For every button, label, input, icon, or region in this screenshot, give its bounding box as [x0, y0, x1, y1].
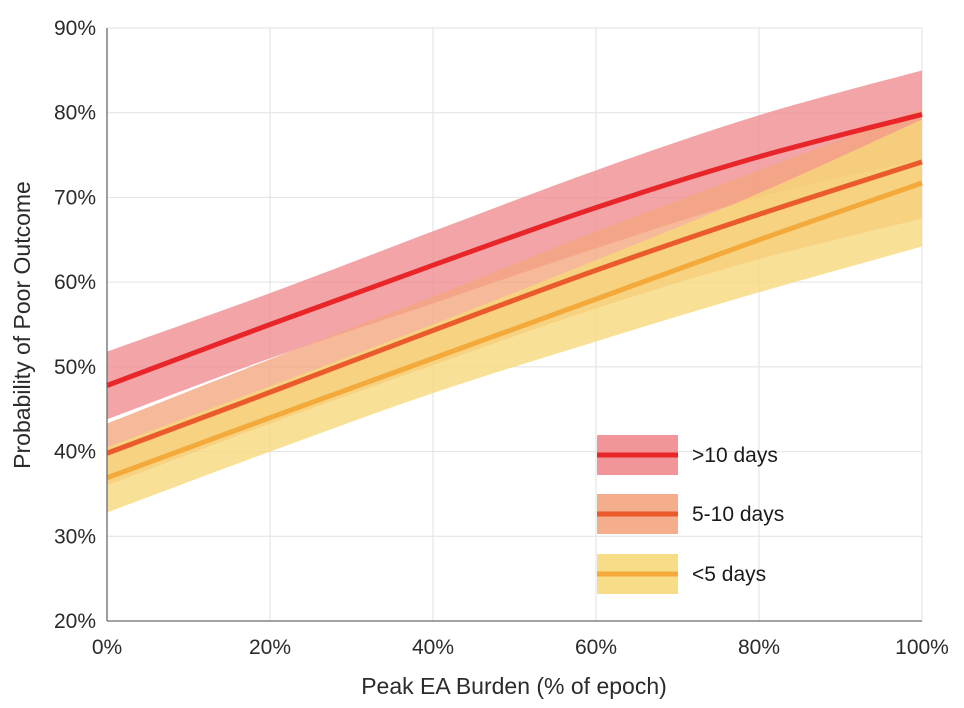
x-tick-label: 80% — [738, 636, 780, 659]
confidence-band — [107, 119, 922, 513]
y-tick-label: 50% — [54, 356, 96, 379]
y-tick-label: 20% — [54, 610, 96, 633]
x-tick-label: 20% — [249, 636, 291, 659]
series-line — [106, 159, 923, 456]
y-tick-label: 70% — [54, 186, 96, 209]
legend: >10 days 5-10 days <5 days — [597, 435, 784, 594]
x-tick-label: 100% — [895, 636, 949, 659]
confidence-bands — [107, 70, 922, 513]
plot-frame — [106, 28, 922, 622]
y-axis-title: Probability of Poor Outcome — [9, 181, 35, 469]
series-line — [106, 111, 923, 388]
y-tick-label: 80% — [54, 102, 96, 125]
y-tick-labels: 20% 30% 40% 50% 60% 70% 80% 90% — [54, 17, 96, 633]
y-tick-label: 60% — [54, 271, 96, 294]
x-tick-label: 60% — [575, 636, 617, 659]
legend-label: <5 days — [692, 563, 766, 586]
legend-label: 5-10 days — [692, 503, 784, 526]
confidence-band — [107, 70, 922, 420]
x-axis-title: Peak EA Burden (% of epoch) — [361, 673, 667, 699]
legend-label: >10 days — [692, 444, 778, 467]
series-lines — [106, 111, 923, 481]
y-tick-label: 40% — [54, 441, 96, 464]
x-tick-labels: 0% 20% 40% 60% 80% 100% — [92, 636, 949, 659]
x-tick-label: 40% — [412, 636, 454, 659]
y-tick-label: 90% — [54, 17, 96, 40]
y-tick-label: 30% — [54, 525, 96, 548]
x-tick-label: 0% — [92, 636, 122, 659]
series-line — [106, 180, 923, 481]
